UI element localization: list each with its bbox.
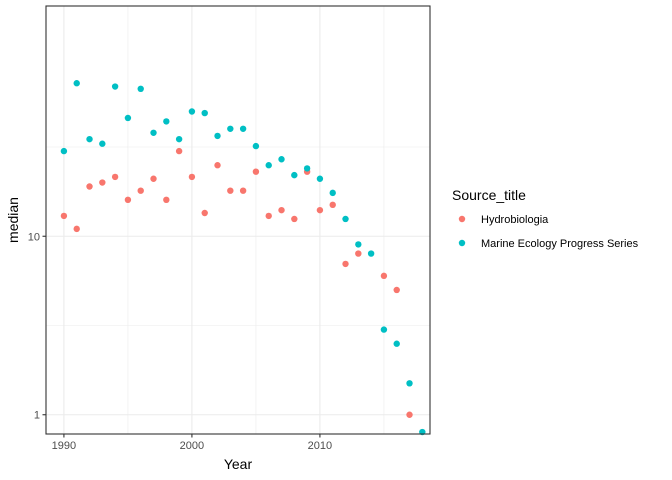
legend-label: Hydrobiologia — [481, 214, 549, 226]
data-point-hydrobiologia — [393, 286, 400, 294]
legend-key — [458, 215, 466, 223]
data-point-meps — [124, 114, 132, 122]
data-point-hydrobiologia — [380, 272, 388, 280]
data-point-hydrobiologia — [227, 187, 234, 194]
data-point-hydrobiologia — [150, 175, 157, 182]
data-point-hydrobiologia — [291, 215, 298, 223]
data-point-meps — [163, 118, 170, 125]
data-point-meps — [291, 171, 298, 179]
data-point-meps — [406, 380, 413, 387]
data-point-hydrobiologia — [163, 196, 170, 204]
plot-border — [45, 5, 431, 435]
data-point-meps — [227, 125, 234, 132]
y-tick-label: 1 — [34, 410, 40, 422]
data-point-hydrobiologia — [329, 201, 336, 209]
data-point-hydrobiologia — [86, 183, 93, 190]
data-point-meps — [303, 165, 311, 172]
data-point-hydrobiologia — [214, 162, 221, 169]
data-point-hydrobiologia — [406, 411, 413, 418]
data-point-meps — [329, 189, 336, 197]
data-point-hydrobiologia — [99, 179, 106, 186]
data-point-meps — [188, 108, 196, 115]
data-point-hydrobiologia — [201, 209, 208, 217]
data-point-hydrobiologia — [342, 260, 349, 268]
data-point-hydrobiologia — [124, 196, 132, 204]
data-point-hydrobiologia — [188, 173, 196, 181]
data-point-meps — [367, 250, 375, 257]
data-point-meps — [380, 326, 388, 333]
x-tick-label: 2000 — [180, 440, 204, 452]
legend-label: Marine Ecology Progress Series — [481, 238, 639, 250]
data-point-hydrobiologia — [355, 250, 362, 257]
data-point-hydrobiologia — [265, 212, 272, 220]
data-point-meps — [60, 147, 68, 155]
data-point-meps — [316, 175, 324, 182]
legend-items: Hydrobiologia Marine Ecology Progress Ser… — [458, 214, 639, 250]
legend: Source_title Hydrobiologia Marine Ecology… — [452, 187, 639, 250]
data-point-meps — [265, 162, 272, 169]
data-point-hydrobiologia — [60, 212, 68, 220]
data-point-meps — [342, 215, 349, 223]
data-point-hydrobiologia — [73, 225, 80, 233]
x-axis-title: Year — [224, 456, 253, 472]
data-point-meps — [355, 241, 362, 248]
axes-layer: 1990 2000 2010 1 10 — [28, 231, 332, 452]
data-point-meps — [239, 125, 247, 132]
data-point-meps — [150, 129, 157, 136]
data-point-meps — [393, 340, 400, 347]
data-point-hydrobiologia — [278, 206, 285, 214]
grid-layer — [46, 6, 430, 434]
data-point-hydrobiologia — [239, 187, 247, 194]
y-tick-label: 10 — [28, 231, 40, 243]
data-point-meps — [252, 142, 260, 150]
y-axis-title: median — [5, 197, 21, 243]
x-tick-label: 2010 — [308, 440, 332, 452]
legend-key — [458, 239, 466, 247]
data-point-meps — [278, 156, 285, 163]
data-point-meps — [175, 135, 183, 143]
data-point-hydrobiologia — [175, 147, 183, 155]
data-point-hydrobiologia — [137, 187, 144, 194]
data-point-meps — [86, 135, 93, 143]
data-point-meps — [201, 109, 208, 117]
plot-panel — [46, 6, 430, 434]
data-point-hydrobiologia — [316, 206, 324, 214]
legend-title: Source_title — [452, 187, 526, 203]
data-point-meps — [73, 80, 80, 87]
data-point-hydrobiologia — [252, 168, 260, 175]
data-point-hydrobiologia — [111, 173, 119, 181]
x-tick-label: 1990 — [52, 440, 76, 452]
data-point-meps — [99, 140, 106, 147]
data-point-meps — [111, 83, 119, 90]
data-point-meps — [214, 132, 221, 140]
data-point-meps — [137, 85, 144, 93]
